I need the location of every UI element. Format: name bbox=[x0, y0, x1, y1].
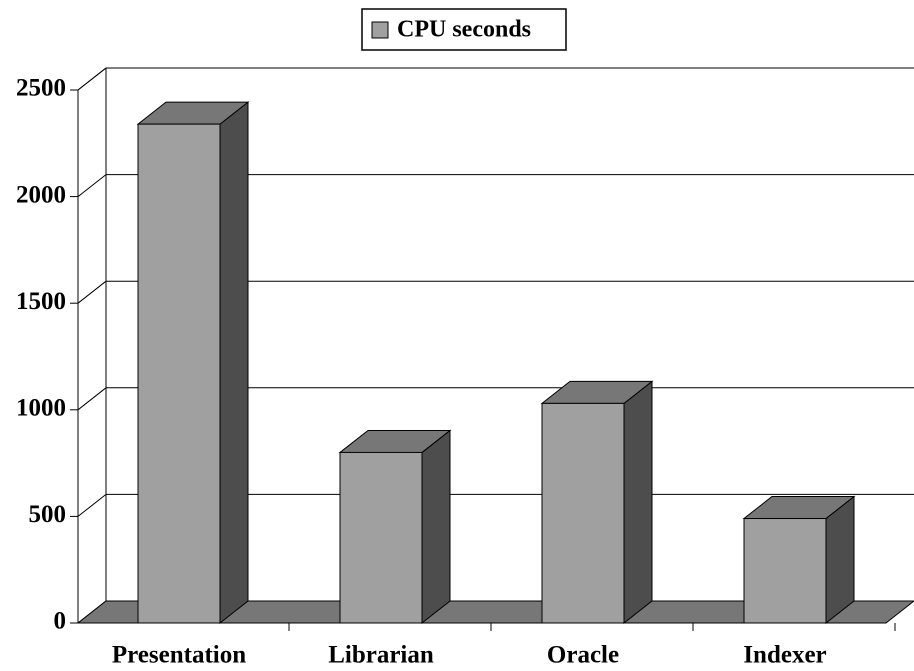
bar bbox=[137, 123, 221, 624]
y-tick-label: 1000 bbox=[16, 395, 66, 422]
left-wall-tick bbox=[77, 387, 107, 411]
x-tick-label: Oracle bbox=[547, 642, 619, 669]
y-tick-label: 0 bbox=[54, 608, 67, 635]
legend-box bbox=[361, 8, 567, 51]
x-tick-label: Librarian bbox=[328, 642, 434, 669]
bar bbox=[541, 402, 625, 624]
y-tick-label: 2500 bbox=[16, 75, 66, 102]
bar-side bbox=[421, 429, 451, 625]
left-wall-tick bbox=[77, 67, 107, 91]
left-wall-tick bbox=[77, 174, 107, 197]
bar bbox=[743, 518, 827, 624]
y-tick-label: 2000 bbox=[16, 181, 66, 208]
x-tick-label: Presentation bbox=[112, 642, 246, 669]
left-wall-tick bbox=[77, 280, 107, 304]
x-tick-label: Indexer bbox=[743, 642, 826, 669]
legend-label: CPU seconds bbox=[397, 17, 531, 43]
bar-side bbox=[219, 101, 249, 625]
back-wall bbox=[106, 68, 914, 601]
bar-side bbox=[623, 380, 653, 625]
legend-swatch bbox=[371, 21, 389, 39]
y-tick-label: 1500 bbox=[16, 288, 66, 315]
bar bbox=[339, 451, 423, 624]
left-wall-tick bbox=[77, 494, 107, 517]
y-tick-label: 500 bbox=[29, 501, 67, 528]
